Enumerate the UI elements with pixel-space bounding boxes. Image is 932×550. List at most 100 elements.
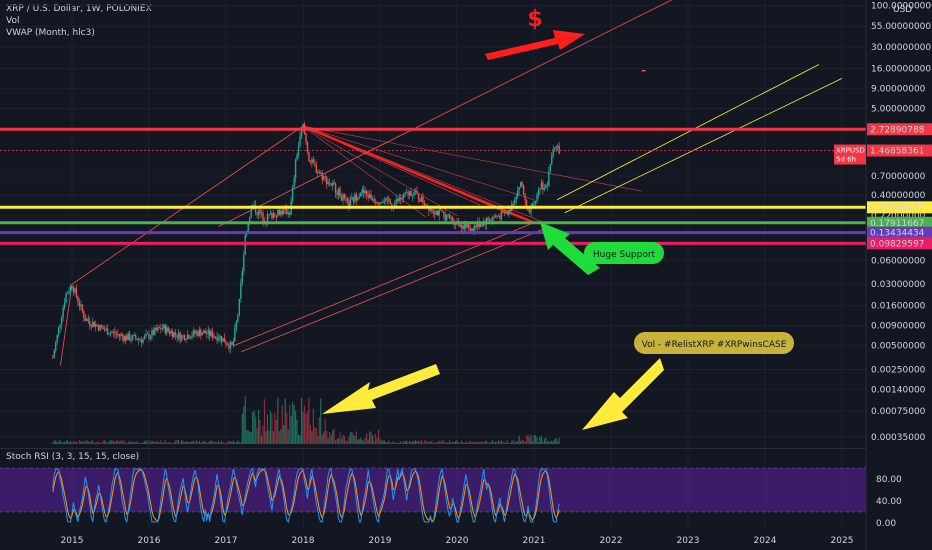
volume-bar bbox=[212, 441, 214, 444]
candle-body bbox=[112, 331, 115, 333]
vwap-indicator-label[interactable]: VWAP (Month, hlc3) bbox=[6, 28, 95, 38]
candle-body bbox=[57, 327, 60, 335]
candle-body bbox=[149, 336, 152, 339]
volume-bar bbox=[234, 442, 236, 444]
volume-bar bbox=[65, 440, 67, 444]
horizontal-levels[interactable] bbox=[0, 127, 866, 245]
volume-bar bbox=[392, 441, 394, 444]
candle-body bbox=[74, 288, 76, 293]
volume-bar bbox=[377, 429, 380, 444]
price-tick-label: 0.00500000 bbox=[871, 342, 926, 352]
volume-bar bbox=[126, 442, 128, 444]
volume-bar bbox=[183, 442, 186, 444]
time-tick-label: 2015 bbox=[61, 536, 84, 546]
candle-body bbox=[102, 327, 104, 330]
price-axis[interactable] bbox=[866, 0, 932, 550]
volume-bar bbox=[95, 442, 97, 444]
candle-body bbox=[240, 283, 242, 299]
volume-bar bbox=[491, 440, 494, 444]
volume-bar bbox=[77, 442, 79, 444]
stoch-rsi-label[interactable]: Stoch RSI (3, 3, 15, 15, close) bbox=[6, 452, 140, 462]
candle-body bbox=[151, 330, 153, 337]
level-labels: 2.72890788 1.46858361 0.28106437 0.17911667… bbox=[834, 123, 932, 250]
candle-body bbox=[195, 331, 198, 334]
candle-body bbox=[478, 222, 480, 228]
candle-body bbox=[78, 302, 81, 307]
candle-body bbox=[186, 334, 189, 340]
volume-bar bbox=[423, 440, 426, 444]
candle-body bbox=[219, 335, 221, 339]
candle-body bbox=[114, 331, 116, 334]
candle-body bbox=[171, 331, 174, 338]
candle-body bbox=[226, 344, 229, 346]
volume-bar bbox=[457, 441, 460, 444]
volume-bar bbox=[417, 440, 420, 444]
price-tick-label: 0.03000000 bbox=[871, 280, 926, 290]
candle-body bbox=[283, 208, 285, 215]
volume-bar bbox=[416, 441, 418, 444]
fan-trendline bbox=[302, 125, 427, 218]
candle-body bbox=[469, 229, 472, 231]
volume-bar bbox=[330, 435, 332, 444]
volume-bar bbox=[275, 419, 277, 444]
volume-bar bbox=[53, 440, 55, 444]
candle-body bbox=[56, 334, 58, 343]
candle-body bbox=[65, 293, 67, 303]
candle-body bbox=[420, 196, 423, 202]
candle-body bbox=[437, 210, 439, 216]
yellow-arrow-right bbox=[582, 358, 664, 430]
candle-body bbox=[499, 216, 501, 219]
candle-body bbox=[554, 148, 556, 150]
candle-body bbox=[271, 212, 273, 219]
volume-bar bbox=[194, 442, 196, 444]
volume-bar bbox=[118, 441, 120, 444]
candle-body bbox=[382, 201, 384, 203]
time-axis-ticks[interactable]: 2015 2016 2017 2018 2019 2020 2021 2022 2023 2024… bbox=[61, 536, 854, 546]
candle-body bbox=[248, 217, 251, 224]
volume-bar bbox=[143, 441, 146, 444]
candle-body bbox=[533, 203, 535, 205]
volume-bar bbox=[213, 441, 215, 444]
volume-bar bbox=[554, 439, 556, 444]
candle-body bbox=[388, 198, 390, 202]
volume-bar bbox=[389, 442, 391, 444]
volume-bar bbox=[323, 431, 325, 444]
price-axis-ticks: 100.00000000 55.00000000 30.00000000 16.000… bbox=[871, 2, 932, 443]
volume-indicator-label[interactable]: Vol bbox=[6, 16, 20, 26]
volume-bar bbox=[197, 442, 199, 444]
candle-body bbox=[204, 330, 206, 334]
candle-body bbox=[324, 176, 326, 178]
candle-body bbox=[247, 223, 249, 233]
volume-bar bbox=[283, 424, 285, 444]
candle-body bbox=[220, 335, 223, 342]
candle-body bbox=[167, 327, 169, 331]
level-label-bg bbox=[867, 123, 932, 136]
candle-body bbox=[217, 338, 220, 341]
candle-body bbox=[182, 335, 184, 337]
volume-bar bbox=[346, 440, 349, 444]
volume-bar bbox=[170, 442, 172, 444]
volume-bar bbox=[90, 440, 92, 444]
price-tick-label: 100.00000000 bbox=[871, 2, 932, 12]
volume-bar bbox=[155, 441, 158, 444]
candle-body bbox=[500, 211, 503, 219]
candle-body bbox=[244, 234, 246, 255]
price-tick-label: 0.00075000 bbox=[871, 407, 926, 417]
candle-body bbox=[158, 327, 161, 329]
volume-bar bbox=[188, 442, 190, 444]
volume-bar bbox=[175, 440, 177, 444]
volume-bar bbox=[414, 440, 417, 444]
volume-bar bbox=[277, 397, 279, 444]
candle-body bbox=[297, 146, 300, 155]
candle-body bbox=[491, 217, 494, 220]
volume-bar bbox=[351, 432, 353, 444]
candle-body bbox=[490, 219, 492, 221]
candle-body bbox=[481, 224, 483, 226]
volume-bar bbox=[303, 405, 306, 444]
candle-body bbox=[380, 202, 383, 204]
volume-bar bbox=[520, 440, 522, 444]
volume-bar bbox=[367, 439, 369, 444]
candle-body bbox=[72, 287, 75, 293]
volume-bar bbox=[397, 442, 399, 444]
